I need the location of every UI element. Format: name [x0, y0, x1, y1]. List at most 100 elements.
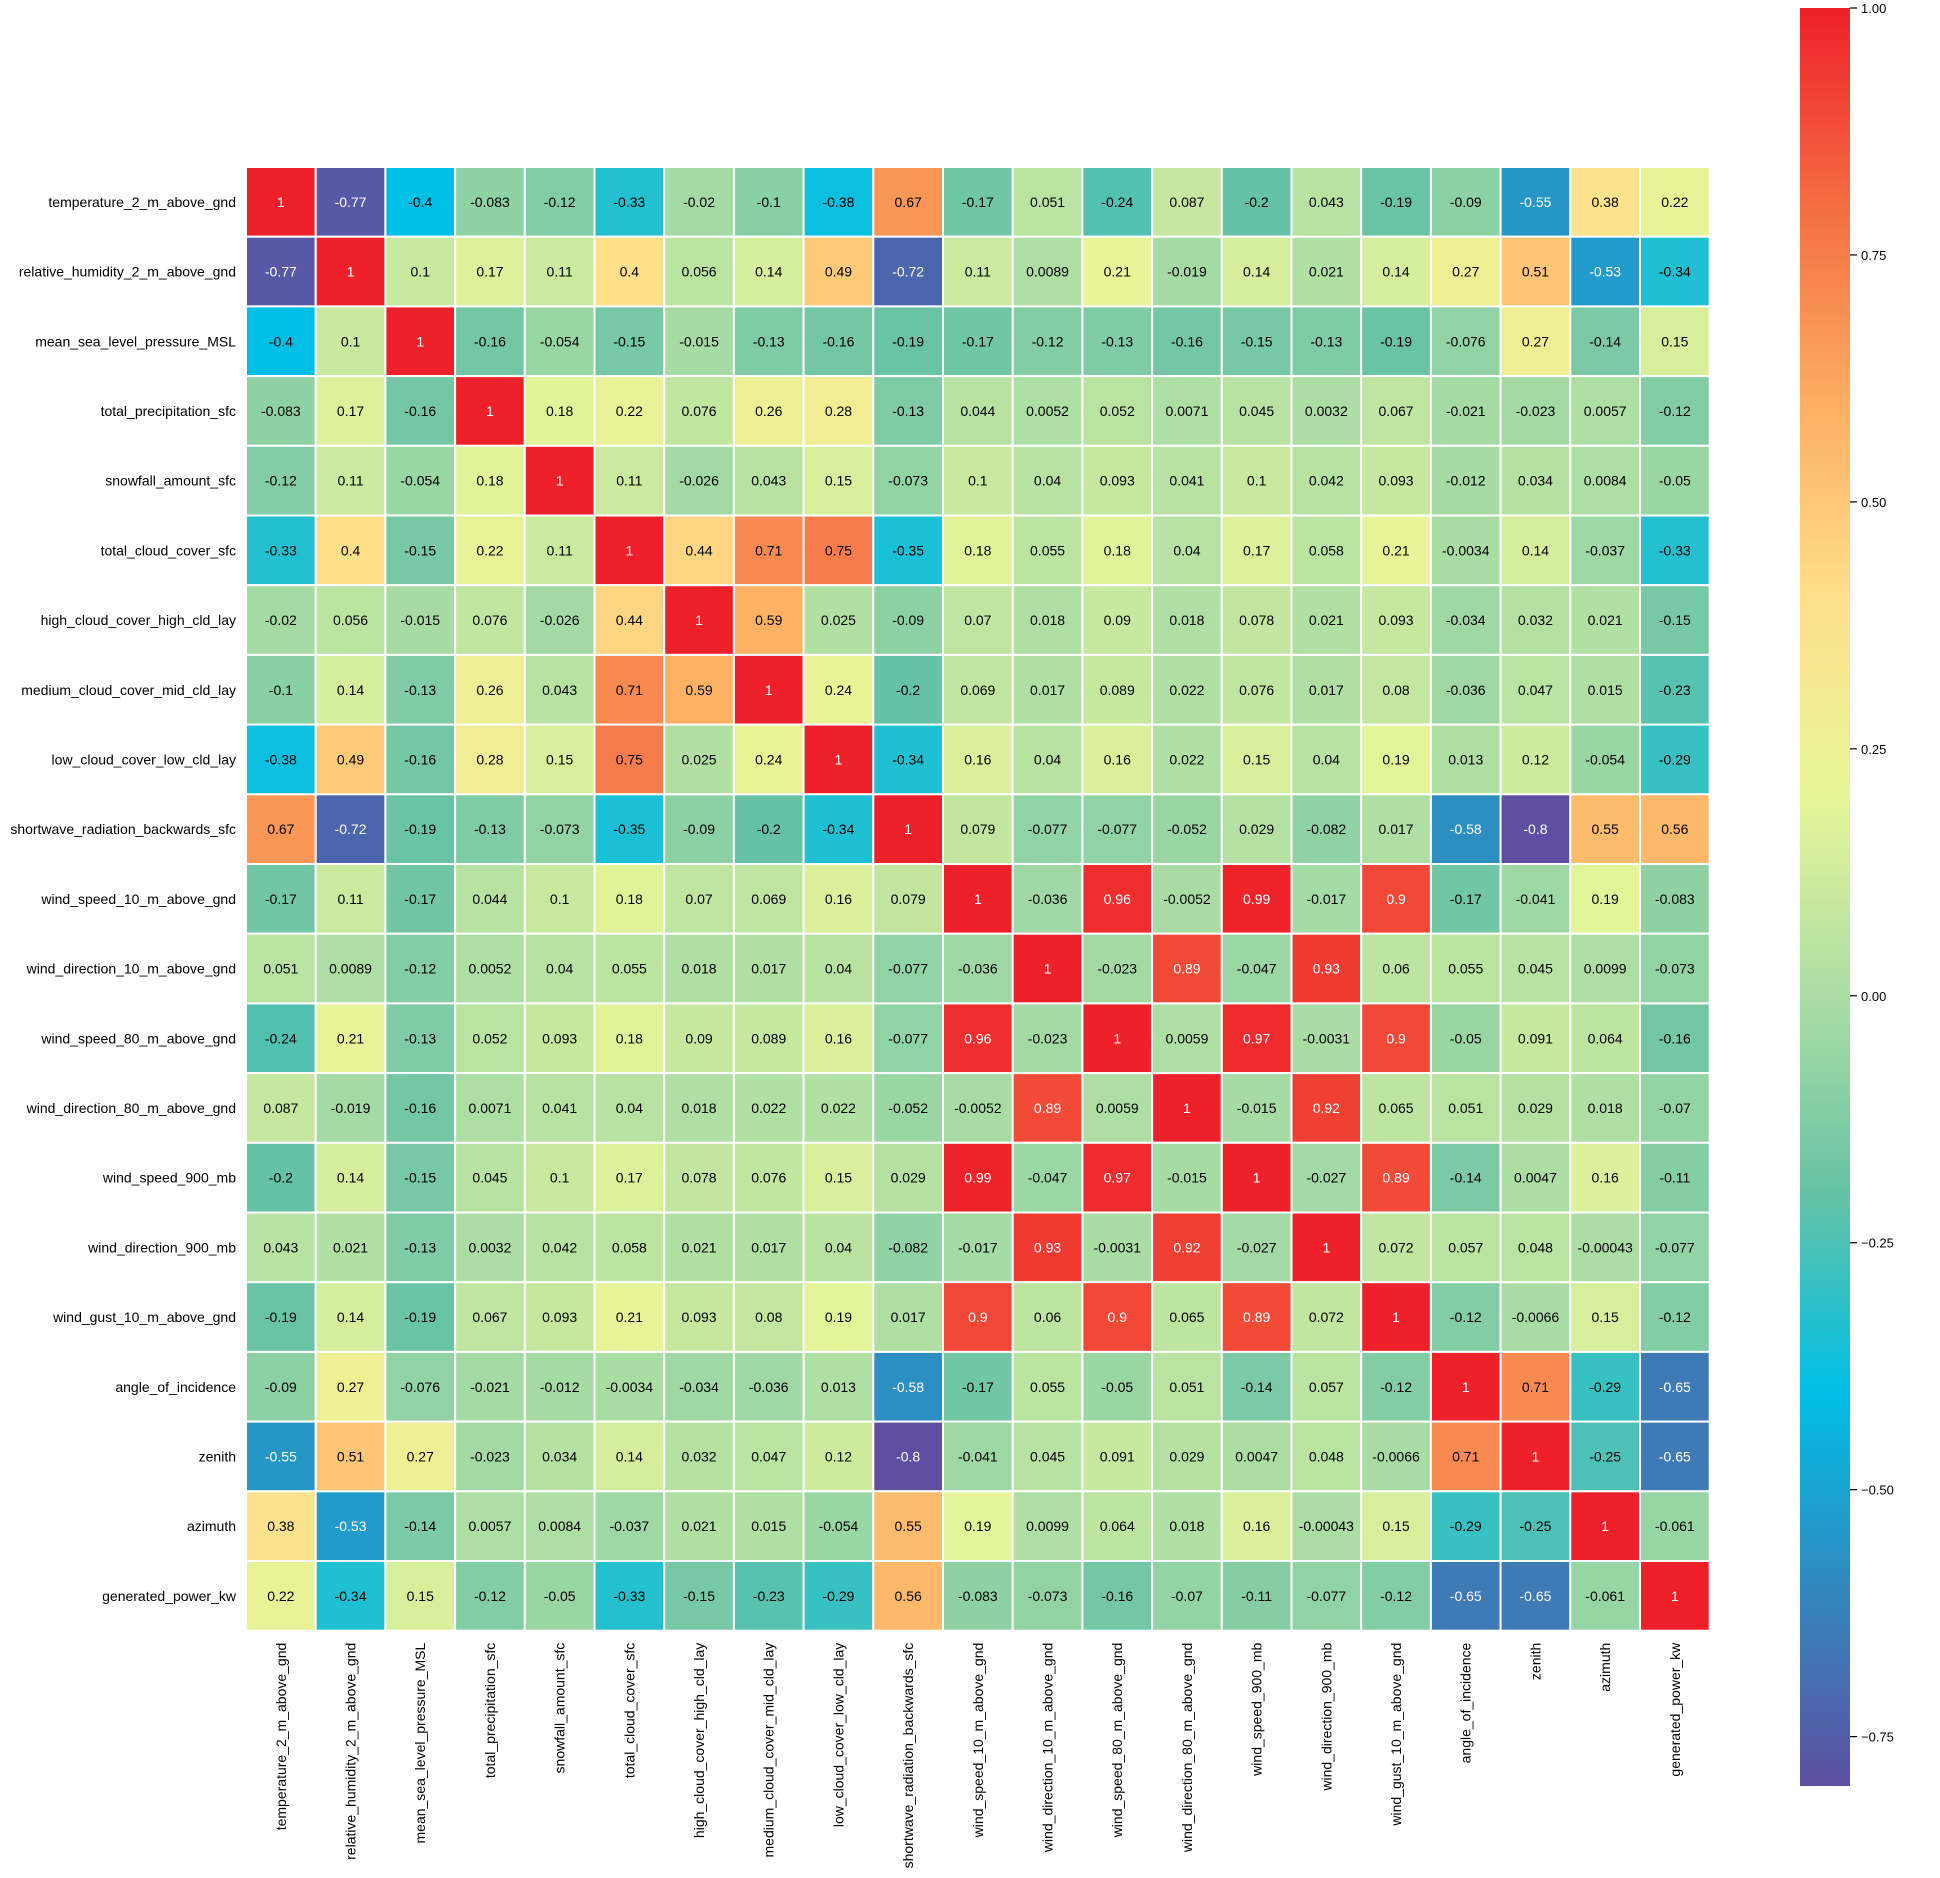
cell-value-label: 0.044 — [960, 403, 995, 419]
cell-value-label: 0.19 — [825, 1309, 852, 1325]
cell-value-label: -0.083 — [958, 1588, 998, 1604]
cell-value-label: -0.29 — [1450, 1518, 1482, 1534]
heatmap-cell — [802, 305, 875, 378]
cell-value-label: 0.18 — [476, 473, 503, 489]
cell-value-label: 0.08 — [1382, 682, 1409, 698]
cell-value-label: -0.29 — [1659, 751, 1691, 767]
heatmap-cell — [1081, 375, 1154, 447]
heatmap-cell — [872, 1560, 944, 1632]
cell-value-label: 0.0057 — [1584, 403, 1627, 419]
colorbar-tick-label: 0.00 — [1861, 989, 1886, 1004]
heatmap-cell — [1011, 305, 1084, 378]
heatmap-cell — [1429, 514, 1502, 587]
heatmap-cell — [1639, 235, 1711, 308]
heatmap-cell — [454, 653, 526, 726]
heatmap-cell — [1569, 1141, 1642, 1214]
heatmap-cell — [1290, 1490, 1363, 1563]
colorbar-tick-label: 0.25 — [1861, 742, 1886, 757]
cell-value-label: -0.19 — [1380, 194, 1412, 210]
cell-value-label: 0.67 — [895, 194, 922, 210]
column-label: wind_gust_10_m_above_gnd — [1388, 1643, 1404, 1827]
heatmap-cell — [1081, 793, 1154, 865]
row-label: generated_power_kw — [102, 1588, 237, 1604]
cell-value-label: -0.05 — [1659, 473, 1691, 489]
heatmap-cell — [1639, 653, 1711, 726]
heatmap-cell — [1151, 1420, 1223, 1493]
cell-value-label: 0.04 — [616, 1100, 643, 1116]
cell-value-label: 0.045 — [1239, 403, 1274, 419]
heatmap-cell — [1081, 1560, 1154, 1632]
row-labels: temperature_2_m_above_gnd relative_humidi… — [10, 194, 237, 1604]
cell-value-label: 0.55 — [895, 1518, 922, 1534]
heatmap-cell — [314, 1072, 387, 1144]
column-label: angle_of_incidence — [1458, 1642, 1474, 1763]
cell-value-label: 0.15 — [825, 1170, 852, 1186]
cell-value-label: 0.19 — [964, 1518, 991, 1534]
cell-value-label: 0.058 — [612, 1239, 647, 1255]
heatmap-cell — [1639, 1141, 1711, 1214]
heatmap-cell — [245, 932, 317, 1005]
row-label: wind_direction_900_mb — [87, 1239, 236, 1255]
cell-value-label: 1 — [486, 403, 494, 419]
heatmap-cell — [1151, 653, 1223, 726]
cell-value-label: -0.0066 — [1372, 1448, 1420, 1464]
cell-value-label: 0.057 — [1448, 1239, 1483, 1255]
heatmap-cell — [1290, 375, 1363, 447]
cell-value-label: 0.24 — [755, 751, 782, 767]
cell-value-label: 0.27 — [407, 1448, 434, 1464]
cell-value-label: -0.13 — [1310, 333, 1342, 349]
cell-value-label: -0.17 — [1450, 891, 1482, 907]
cell-value-label: -0.0052 — [954, 1100, 1002, 1116]
cell-value-label: 0.047 — [1518, 682, 1553, 698]
heatmap-cell — [1429, 793, 1502, 865]
heatmap-cell — [314, 653, 387, 726]
cell-value-label: -0.052 — [1167, 821, 1207, 837]
heatmap-cell — [245, 375, 317, 447]
cell-value-label: -0.55 — [1519, 194, 1551, 210]
heatmap-cell — [732, 723, 805, 796]
colorbar-gradient — [1800, 8, 1850, 1786]
column-label: high_cloud_cover_high_cld_lay — [691, 1643, 707, 1838]
cell-value-label: -0.34 — [822, 821, 854, 837]
heatmap-cell — [245, 584, 317, 656]
heatmap-cell — [732, 166, 805, 238]
cell-value-label: -0.083 — [261, 403, 301, 419]
heatmap-cell — [1569, 166, 1642, 238]
cell-value-label: 0.067 — [1379, 403, 1414, 419]
cell-value-label: -0.021 — [1446, 403, 1486, 419]
cell-value-label: -0.012 — [1446, 473, 1486, 489]
cell-value-label: 0.055 — [612, 961, 647, 977]
cell-value-label: -0.0031 — [1303, 1030, 1351, 1046]
cell-value-label: 0.043 — [263, 1239, 298, 1255]
heatmap-cell — [523, 1350, 596, 1423]
heatmap-cell — [942, 305, 1014, 378]
cell-value-label: 0.017 — [1379, 821, 1414, 837]
cell-value-label: 0.56 — [1661, 821, 1688, 837]
cell-value-label: 0.22 — [616, 403, 643, 419]
heatmap-cell — [1151, 723, 1223, 796]
cell-value-label: -0.05 — [1101, 1379, 1133, 1395]
column-label: mean_sea_level_pressure_MSL — [412, 1642, 428, 1843]
cell-value-label: -0.1 — [269, 682, 293, 698]
cell-value-label: 0.1 — [550, 891, 570, 907]
cell-value-label: 0.017 — [891, 1309, 926, 1325]
heatmap-cell — [523, 932, 596, 1005]
cell-value-label: -0.023 — [470, 1448, 510, 1464]
cell-value-label: -0.19 — [404, 821, 436, 837]
cell-value-label: 0.16 — [825, 1030, 852, 1046]
cell-value-label: 0.029 — [1239, 821, 1274, 837]
heatmap-cell — [1081, 305, 1154, 378]
cell-value-label: 0.15 — [1243, 751, 1270, 767]
cell-value-label: 0.018 — [682, 1100, 717, 1116]
row-label: zenith — [199, 1448, 236, 1464]
heatmap-cell — [732, 1560, 805, 1632]
cell-value-label: 1 — [835, 751, 843, 767]
row-label: high_cloud_cover_high_cld_lay — [41, 612, 236, 628]
heatmap-cell — [1151, 1211, 1223, 1284]
cell-value-label: -0.34 — [335, 1588, 367, 1604]
cell-value-label: 0.0084 — [538, 1518, 581, 1534]
heatmap-cell — [1639, 375, 1711, 447]
heatmap-cell — [942, 1002, 1014, 1075]
heatmap-cell — [1429, 932, 1502, 1005]
cell-value-label: 0.9 — [1386, 1030, 1406, 1046]
